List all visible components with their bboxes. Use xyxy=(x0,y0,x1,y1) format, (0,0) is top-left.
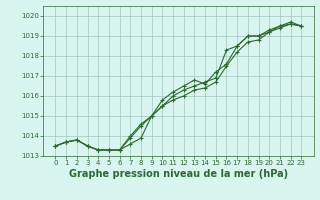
X-axis label: Graphe pression niveau de la mer (hPa): Graphe pression niveau de la mer (hPa) xyxy=(69,169,288,179)
